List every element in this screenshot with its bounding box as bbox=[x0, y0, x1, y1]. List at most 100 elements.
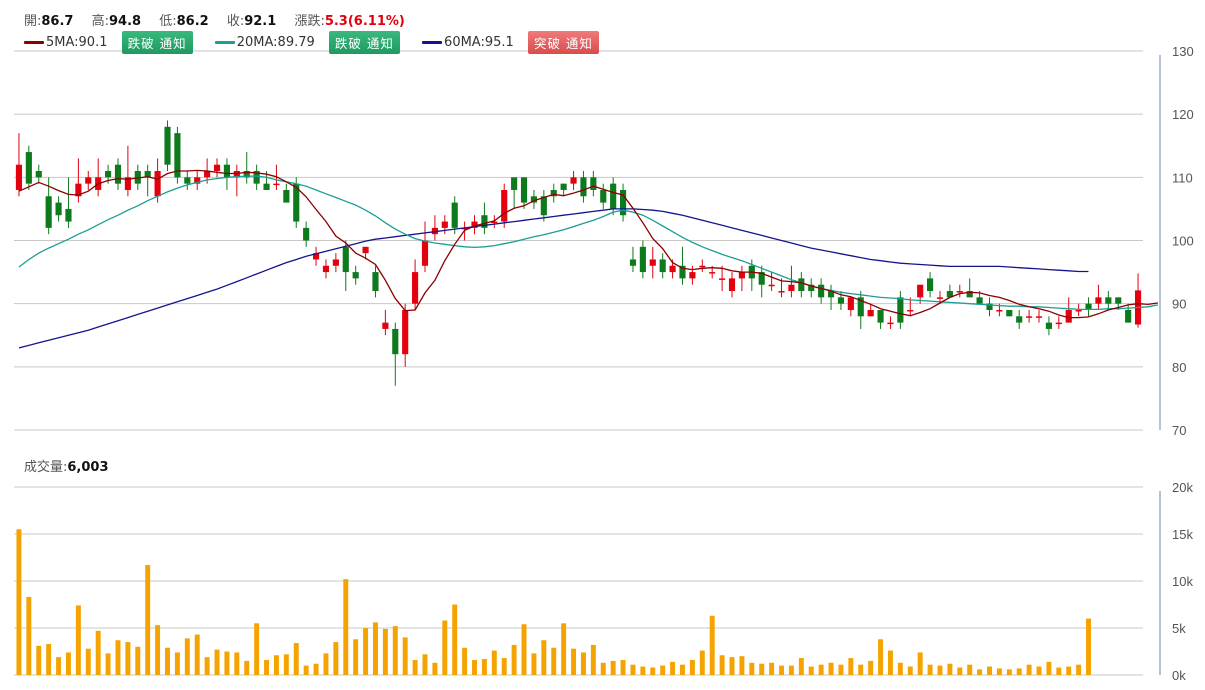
candle bbox=[312, 246, 320, 266]
candle-body bbox=[1065, 309, 1072, 323]
candle bbox=[382, 309, 389, 336]
volume-bar bbox=[105, 653, 111, 675]
candle-body bbox=[758, 272, 765, 285]
volume-bar bbox=[16, 529, 22, 675]
candle bbox=[402, 303, 409, 367]
candle-body bbox=[857, 297, 864, 317]
volume-bar bbox=[46, 643, 52, 675]
volume-bar bbox=[1026, 664, 1032, 675]
volume-bar bbox=[452, 604, 458, 675]
ma60-swatch bbox=[422, 41, 443, 44]
volume-bar bbox=[501, 658, 507, 675]
volume-bar bbox=[650, 667, 656, 675]
candle-body bbox=[768, 284, 775, 287]
candle-body bbox=[105, 171, 112, 178]
candle-body bbox=[649, 259, 656, 266]
ma5-swatch bbox=[24, 41, 44, 44]
candle bbox=[818, 278, 825, 304]
volume-bar bbox=[36, 645, 42, 675]
candle-body bbox=[728, 278, 736, 292]
candle-body bbox=[174, 133, 181, 178]
volume-bar bbox=[194, 634, 200, 675]
candle bbox=[600, 183, 607, 209]
candle bbox=[560, 183, 567, 197]
candle-body bbox=[75, 183, 82, 197]
candle-body bbox=[273, 183, 280, 186]
candle-body bbox=[877, 309, 884, 323]
volume-bar bbox=[680, 664, 685, 675]
ma20-label: 20MA:89.79 bbox=[236, 35, 315, 50]
candle bbox=[768, 272, 775, 292]
candle-body bbox=[570, 177, 577, 184]
candle-body bbox=[45, 196, 52, 228]
candle bbox=[1095, 284, 1102, 310]
candle-body bbox=[719, 278, 726, 280]
volume-bar bbox=[174, 652, 180, 675]
change-value: 5.3(6.11%) bbox=[324, 14, 405, 29]
candle-body bbox=[312, 253, 320, 260]
volume-bar bbox=[254, 623, 260, 675]
candle-body bbox=[511, 177, 518, 190]
candle-body bbox=[402, 309, 409, 355]
candle bbox=[342, 240, 349, 292]
candle-body bbox=[1026, 316, 1033, 318]
volume-bar bbox=[264, 659, 270, 675]
volume-tick-label: 20k bbox=[1172, 480, 1193, 495]
volume-bar bbox=[610, 660, 616, 675]
price-tick-label: 120 bbox=[1172, 107, 1194, 122]
volume-bar bbox=[590, 644, 596, 675]
volume-bar bbox=[987, 666, 992, 675]
volume-bar bbox=[887, 650, 893, 675]
volume-bar bbox=[620, 659, 626, 675]
candle-body bbox=[798, 278, 805, 292]
ma20-alert-button[interactable]: 跌破 通知 bbox=[328, 31, 400, 54]
volume-bar bbox=[759, 663, 765, 675]
volume-bar bbox=[412, 659, 418, 675]
candle bbox=[303, 221, 310, 247]
candle-body bbox=[481, 215, 488, 228]
volume-bar bbox=[273, 655, 279, 675]
candle-body bbox=[501, 189, 508, 222]
volume-bar bbox=[907, 666, 913, 675]
volume-bar bbox=[699, 650, 705, 675]
volume-bar bbox=[779, 665, 784, 675]
volume-bar bbox=[769, 662, 775, 675]
ma5-alert-button[interactable]: 跌破 通知 bbox=[121, 31, 193, 54]
candle-body bbox=[25, 152, 32, 184]
candle bbox=[283, 183, 290, 203]
candle-body bbox=[293, 183, 300, 222]
ma60-line bbox=[18, 208, 1089, 349]
candle bbox=[372, 265, 379, 298]
candle-body bbox=[837, 297, 845, 304]
candle-body bbox=[520, 177, 528, 203]
volume-bar bbox=[858, 664, 864, 675]
candle-body bbox=[540, 196, 547, 216]
close-label: 收: bbox=[226, 14, 245, 29]
candle-body bbox=[303, 227, 310, 241]
candle bbox=[412, 259, 419, 310]
volume-bar bbox=[660, 665, 666, 675]
legend-ma60: 60MA:95.1 bbox=[422, 35, 514, 50]
candle bbox=[471, 215, 478, 235]
candle bbox=[897, 291, 904, 329]
price-tick-label: 80 bbox=[1172, 360, 1186, 375]
candle bbox=[689, 265, 696, 285]
candle bbox=[520, 177, 528, 209]
volume-bar bbox=[323, 653, 329, 675]
volume-value: 6,003 bbox=[67, 460, 109, 475]
volume-bar bbox=[1086, 618, 1092, 675]
volume-tick-label: 15k bbox=[1172, 527, 1193, 542]
volume-bar bbox=[343, 579, 349, 675]
candle-body bbox=[1125, 309, 1132, 323]
ma20-swatch bbox=[214, 41, 235, 44]
volume-bar bbox=[491, 650, 497, 675]
ma60-alert-button[interactable]: 突破 通知 bbox=[527, 31, 599, 54]
volume-bar bbox=[155, 625, 161, 675]
volume-bar bbox=[303, 665, 309, 675]
candle bbox=[362, 246, 369, 260]
candle bbox=[1134, 273, 1142, 328]
volume-tick-label: 0k bbox=[1172, 668, 1186, 683]
candle-body bbox=[332, 259, 339, 266]
volume-label: 成交量: bbox=[24, 460, 68, 475]
volume-bar bbox=[1056, 667, 1062, 675]
